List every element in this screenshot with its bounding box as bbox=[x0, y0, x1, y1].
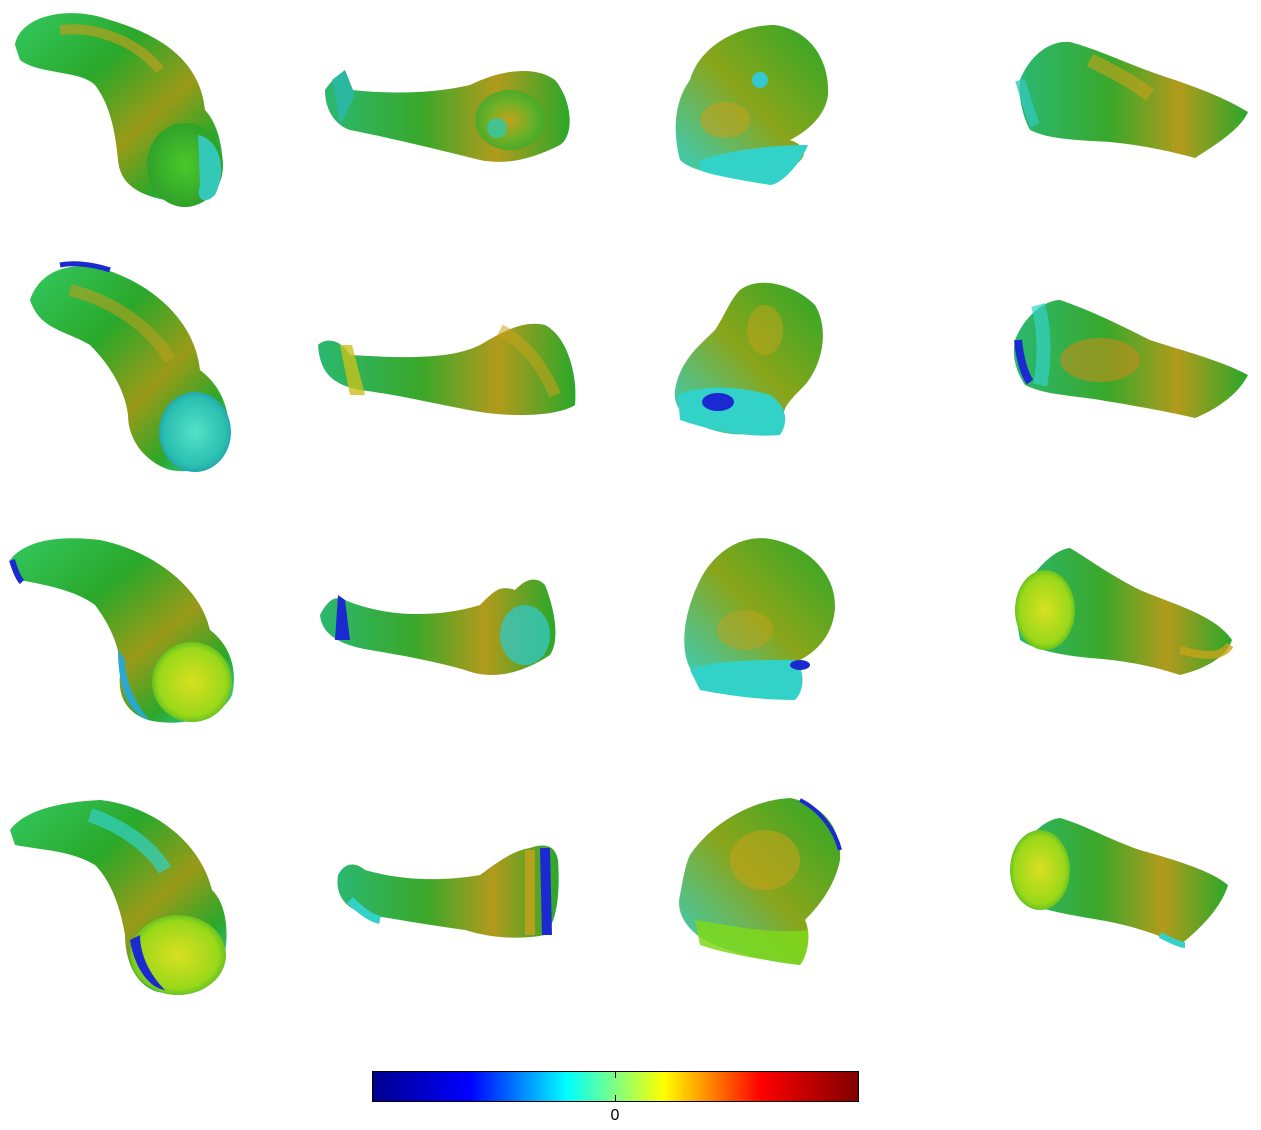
rendering-r4-c4 bbox=[1010, 818, 1228, 948]
rendering-r2-c3 bbox=[674, 282, 823, 436]
colorbar-tick-bottom bbox=[615, 1095, 616, 1101]
rendering-r4-c2 bbox=[337, 845, 559, 938]
rendering-r3-c2 bbox=[320, 579, 556, 675]
rendering-r1-c2 bbox=[325, 70, 570, 162]
rendering-r2-c4 bbox=[1013, 300, 1248, 418]
rendering-r3-c1 bbox=[9, 538, 234, 723]
surface-renderings-grid bbox=[9, 13, 1248, 995]
rendering-r4-c1 bbox=[10, 800, 227, 995]
rendering-r3-c4 bbox=[1015, 548, 1234, 675]
colorbar-tick-top bbox=[615, 1072, 616, 1078]
renderings-svg bbox=[9, 13, 1248, 995]
rendering-r2-c2 bbox=[318, 323, 576, 416]
rendering-r1-c3 bbox=[675, 25, 829, 185]
rendering-r3-c3 bbox=[684, 538, 835, 700]
colorbar-gradient bbox=[372, 1071, 859, 1102]
rendering-r2-c1 bbox=[30, 261, 231, 472]
rendering-r1-c1 bbox=[15, 13, 223, 207]
rendering-r1-c4 bbox=[1015, 41, 1248, 158]
colorbar-center-label: 0 bbox=[610, 1107, 620, 1124]
colorbar: 0 bbox=[372, 1071, 859, 1126]
rendering-r4-c3 bbox=[679, 798, 842, 965]
